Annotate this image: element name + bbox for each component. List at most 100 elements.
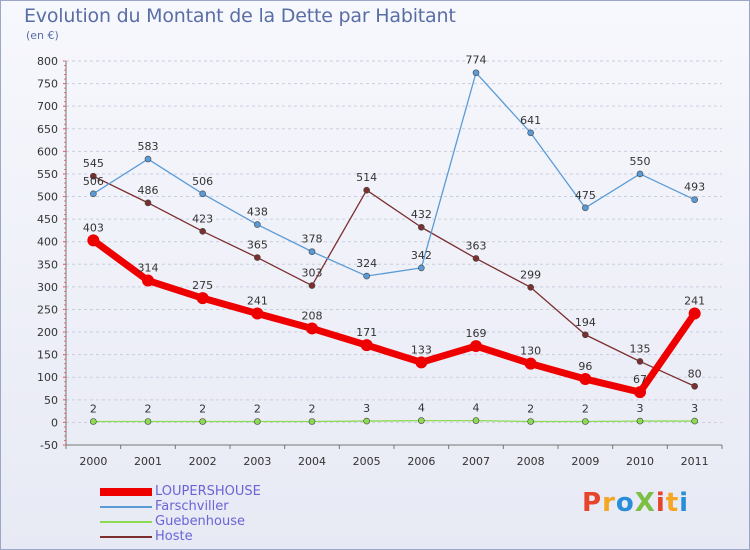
data-point xyxy=(308,248,316,255)
y-tick-label: 350 xyxy=(37,258,58,271)
data-label: 3 xyxy=(363,402,370,415)
data-label: 514 xyxy=(356,171,377,184)
data-point xyxy=(144,418,152,425)
chart-unit-label: (en €) xyxy=(26,29,59,42)
data-point xyxy=(363,272,370,280)
y-tick-label: 500 xyxy=(37,191,58,204)
data-point xyxy=(308,282,316,289)
data-label: 2 xyxy=(309,403,316,416)
data-label: 67 xyxy=(633,373,647,386)
data-point xyxy=(363,186,370,194)
x-tick-label: 2010 xyxy=(626,455,654,468)
data-label: 169 xyxy=(466,327,487,340)
data-label: 133 xyxy=(411,343,432,356)
data-label: 324 xyxy=(356,257,377,270)
x-tick-label: 2008 xyxy=(517,455,545,468)
data-label: 2 xyxy=(582,403,589,416)
series-line-guebenhouse xyxy=(92,419,696,423)
data-label: 550 xyxy=(630,155,651,168)
y-tick-label: 800 xyxy=(37,55,58,68)
legend-label: Guebenhouse xyxy=(155,514,246,529)
proxiti-logo: ProXiti xyxy=(582,488,689,518)
data-point xyxy=(691,417,698,425)
x-tick-label: 2003 xyxy=(243,455,271,468)
data-point xyxy=(579,373,592,386)
logo-letter: r xyxy=(602,488,616,518)
data-label: 475 xyxy=(575,189,596,202)
data-point xyxy=(144,155,152,163)
data-label: 403 xyxy=(83,221,104,234)
data-label: 275 xyxy=(192,279,213,292)
legend-label: Hoste xyxy=(155,529,193,544)
legend: LOUPERSHOUSE Farschviller Guebenhouse Hoste xyxy=(100,484,320,544)
data-point xyxy=(634,386,646,399)
data-point xyxy=(199,418,206,425)
data-point xyxy=(306,322,318,335)
data-point xyxy=(472,69,480,77)
data-point xyxy=(360,339,373,352)
data-point xyxy=(142,274,154,287)
data-label: 365 xyxy=(247,239,268,252)
logo-letter: P xyxy=(582,488,603,518)
data-label: 4 xyxy=(418,402,425,415)
data-point xyxy=(418,223,425,231)
series-line-farschviller xyxy=(92,72,696,277)
data-label: 3 xyxy=(637,402,644,415)
data-point xyxy=(251,307,264,320)
y-tick-label: -50 xyxy=(40,439,58,452)
data-label: 493 xyxy=(684,181,705,194)
data-label: 545 xyxy=(83,157,104,170)
data-point xyxy=(527,418,534,425)
data-point xyxy=(636,358,644,365)
legend-swatch xyxy=(100,536,152,538)
data-label: 4 xyxy=(473,402,480,415)
data-label: 2 xyxy=(254,403,261,416)
data-label: 2 xyxy=(199,403,206,416)
data-label: 171 xyxy=(356,326,377,339)
axes: -50 0 50 100 150 200 250 300 350 400 450 500 550 600 6… xyxy=(37,55,723,468)
data-point xyxy=(527,284,534,291)
y-tick-label: 400 xyxy=(37,236,58,249)
data-label: 583 xyxy=(138,140,159,153)
legend-item: Hoste xyxy=(100,529,320,544)
legend-label: Farschviller xyxy=(155,499,229,514)
data-label: 438 xyxy=(247,206,268,219)
y-tick-label: 700 xyxy=(37,100,58,113)
logo-letter: X xyxy=(634,488,656,518)
logo-letter: i xyxy=(655,488,666,518)
x-tick-label: 2007 xyxy=(462,455,490,468)
y-tick-label: 550 xyxy=(37,168,58,181)
data-label: 378 xyxy=(302,233,323,246)
y-tick-label: 250 xyxy=(37,303,58,316)
y-tick-label: 100 xyxy=(37,371,58,384)
y-tick-label: 650 xyxy=(37,123,58,136)
y-tick-label: 300 xyxy=(37,281,58,294)
data-label: 194 xyxy=(575,316,596,329)
legend-swatch xyxy=(100,521,152,523)
logo-letter: i xyxy=(679,488,690,518)
data-label: 130 xyxy=(520,345,541,358)
data-point xyxy=(90,172,97,180)
data-label: 80 xyxy=(688,367,702,380)
data-point xyxy=(472,417,480,424)
data-label: 2 xyxy=(90,403,97,416)
data-point xyxy=(418,417,425,424)
data-point xyxy=(144,199,152,207)
data-point xyxy=(636,170,644,178)
data-label: 241 xyxy=(684,295,705,308)
x-tick-label: 2005 xyxy=(353,455,381,468)
legend-swatch xyxy=(100,488,152,496)
data-point xyxy=(199,190,206,198)
data-label: 314 xyxy=(138,262,159,275)
legend-item: Farschviller xyxy=(100,499,320,514)
data-label: 135 xyxy=(630,342,651,355)
data-point xyxy=(418,264,425,272)
data-point xyxy=(691,382,698,390)
data-label: 96 xyxy=(578,360,592,373)
data-label: 506 xyxy=(192,175,213,188)
data-point xyxy=(688,307,701,320)
data-label: 299 xyxy=(520,268,541,281)
data-label: 506 xyxy=(83,175,104,188)
x-tick-label: 2002 xyxy=(189,455,217,468)
legend-swatch xyxy=(100,506,152,508)
